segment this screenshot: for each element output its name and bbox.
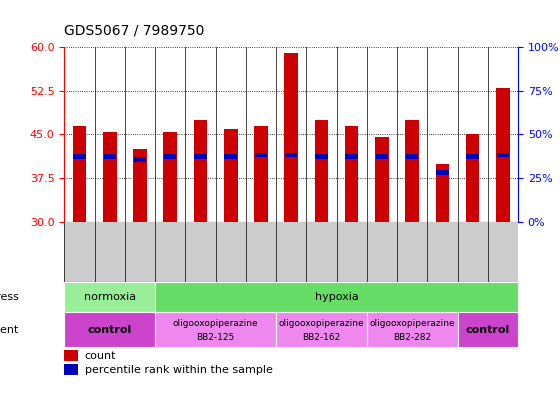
- Bar: [155, 312, 276, 347]
- Bar: [104, 154, 116, 159]
- Bar: [224, 129, 237, 222]
- Bar: [64, 282, 155, 312]
- Bar: [315, 120, 328, 222]
- Text: BB2-162: BB2-162: [302, 333, 340, 342]
- Text: GDS5067 / 7989750: GDS5067 / 7989750: [64, 23, 205, 37]
- Text: count: count: [85, 351, 116, 361]
- Bar: [64, 312, 155, 347]
- Bar: [436, 163, 449, 222]
- Bar: [73, 126, 86, 222]
- Text: BB2-125: BB2-125: [197, 333, 235, 342]
- Bar: [375, 138, 389, 222]
- Bar: [367, 312, 458, 347]
- Bar: [466, 154, 479, 159]
- Bar: [194, 120, 207, 222]
- Bar: [315, 154, 328, 159]
- Bar: [133, 149, 147, 222]
- Bar: [496, 88, 510, 222]
- Bar: [64, 364, 78, 375]
- Text: oligooxopiperazine: oligooxopiperazine: [173, 319, 258, 328]
- Bar: [285, 152, 297, 157]
- Bar: [225, 154, 237, 159]
- Text: BB2-282: BB2-282: [393, 333, 431, 342]
- Bar: [276, 312, 367, 347]
- Bar: [103, 132, 116, 222]
- Bar: [376, 154, 388, 159]
- Text: control: control: [87, 325, 132, 334]
- Bar: [466, 134, 479, 222]
- Bar: [255, 152, 267, 157]
- Bar: [155, 282, 518, 312]
- Bar: [284, 53, 298, 222]
- Bar: [406, 154, 418, 159]
- Bar: [405, 120, 419, 222]
- Text: oligooxopiperazine: oligooxopiperazine: [279, 319, 364, 328]
- Text: normoxia: normoxia: [83, 292, 136, 302]
- Bar: [164, 132, 177, 222]
- Bar: [345, 126, 358, 222]
- Text: percentile rank within the sample: percentile rank within the sample: [85, 365, 273, 375]
- Bar: [194, 154, 207, 159]
- Bar: [134, 157, 146, 162]
- Bar: [497, 152, 509, 157]
- Text: stress: stress: [0, 292, 19, 302]
- Bar: [254, 126, 268, 222]
- Text: agent: agent: [0, 325, 19, 334]
- Bar: [164, 154, 176, 159]
- Bar: [458, 312, 518, 347]
- Text: control: control: [465, 325, 510, 334]
- Text: oligooxopiperazine: oligooxopiperazine: [370, 319, 455, 328]
- Bar: [436, 170, 449, 174]
- Bar: [73, 154, 86, 159]
- Bar: [64, 350, 78, 361]
- Text: hypoxia: hypoxia: [315, 292, 358, 302]
- Bar: [346, 154, 358, 159]
